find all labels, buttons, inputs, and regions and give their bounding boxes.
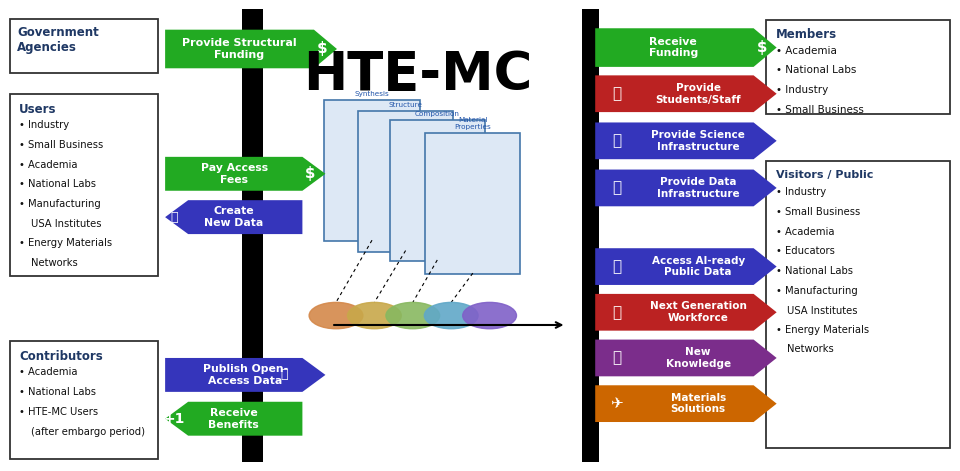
Text: Contributors: Contributors — [19, 350, 103, 363]
Text: Material
Properties: Material Properties — [454, 117, 492, 130]
Text: Synthesis: Synthesis — [354, 91, 390, 97]
Text: 🧑: 🧑 — [612, 305, 621, 320]
Circle shape — [348, 302, 401, 329]
Text: • National Labs: • National Labs — [776, 266, 852, 276]
Circle shape — [424, 302, 478, 329]
Text: 🧠: 🧠 — [612, 350, 621, 365]
Polygon shape — [595, 170, 777, 206]
Text: • National Labs: • National Labs — [19, 179, 96, 189]
Text: ✈: ✈ — [610, 396, 623, 411]
Polygon shape — [165, 157, 325, 191]
Text: (after embargo period): (after embargo period) — [31, 427, 145, 437]
Text: • Educators: • Educators — [776, 246, 834, 256]
Text: • Industry: • Industry — [776, 85, 828, 95]
Text: • Small Business: • Small Business — [776, 105, 864, 115]
Text: Networks: Networks — [787, 344, 834, 354]
Text: 📊: 📊 — [280, 368, 288, 382]
Text: Provide Structural
Funding: Provide Structural Funding — [181, 38, 297, 60]
Text: Provide
Students/Staff: Provide Students/Staff — [656, 83, 741, 105]
Text: $: $ — [756, 40, 767, 55]
Text: • Industry: • Industry — [19, 120, 69, 130]
Circle shape — [463, 302, 516, 329]
FancyBboxPatch shape — [425, 133, 520, 274]
Text: HTE-MC: HTE-MC — [303, 49, 532, 101]
Polygon shape — [165, 358, 325, 392]
Text: Provide Science
Infrastructure: Provide Science Infrastructure — [651, 130, 745, 152]
Text: • Manufacturing: • Manufacturing — [19, 199, 101, 209]
Text: +1: +1 — [163, 412, 184, 426]
FancyBboxPatch shape — [390, 120, 485, 261]
Text: • Academia: • Academia — [776, 227, 834, 236]
FancyBboxPatch shape — [10, 19, 158, 73]
Text: Create
New Data: Create New Data — [204, 206, 263, 228]
Text: Members: Members — [776, 28, 837, 41]
Text: 📊: 📊 — [612, 259, 621, 274]
Text: $: $ — [317, 41, 327, 57]
Text: Publish Open-
Access Data: Publish Open- Access Data — [203, 364, 288, 386]
Text: USA Institutes: USA Institutes — [31, 219, 101, 229]
Text: • HTE-MC Users: • HTE-MC Users — [19, 407, 98, 417]
Text: Government
Agencies: Government Agencies — [17, 26, 99, 54]
FancyBboxPatch shape — [10, 94, 158, 276]
Polygon shape — [595, 122, 777, 159]
Text: Materials
Solutions: Materials Solutions — [670, 393, 726, 414]
Text: Access AI-ready
Public Data: Access AI-ready Public Data — [652, 256, 745, 277]
FancyBboxPatch shape — [582, 9, 599, 462]
Text: New
Knowledge: New Knowledge — [665, 347, 731, 369]
Text: Receive
Benefits: Receive Benefits — [208, 408, 259, 430]
Text: • Small Business: • Small Business — [19, 140, 104, 150]
Text: Networks: Networks — [31, 258, 78, 268]
Circle shape — [386, 302, 440, 329]
FancyBboxPatch shape — [324, 100, 420, 241]
Polygon shape — [595, 28, 777, 67]
Polygon shape — [595, 340, 777, 376]
Text: $: $ — [305, 166, 316, 181]
Text: • Energy Materials: • Energy Materials — [19, 238, 112, 248]
Text: • Academia: • Academia — [776, 46, 836, 56]
Text: • National Labs: • National Labs — [19, 387, 96, 397]
Text: Provide Data
Infrastructure: Provide Data Infrastructure — [657, 177, 739, 199]
FancyBboxPatch shape — [766, 161, 950, 448]
Text: Users: Users — [19, 103, 57, 116]
Text: 📊: 📊 — [170, 211, 178, 224]
Polygon shape — [165, 200, 302, 234]
Text: Structure: Structure — [389, 102, 422, 108]
Text: • Small Business: • Small Business — [776, 207, 860, 217]
Polygon shape — [595, 385, 777, 422]
Text: • Academia: • Academia — [19, 367, 78, 377]
Text: Visitors / Public: Visitors / Public — [776, 170, 873, 179]
FancyBboxPatch shape — [242, 9, 263, 462]
Polygon shape — [595, 75, 777, 112]
Polygon shape — [165, 402, 302, 436]
Text: Composition: Composition — [415, 111, 460, 117]
Text: Receive
Funding: Receive Funding — [649, 37, 698, 58]
Text: 🔬: 🔬 — [612, 133, 621, 148]
Text: Next Generation
Workforce: Next Generation Workforce — [650, 301, 747, 323]
FancyBboxPatch shape — [358, 111, 453, 252]
Text: 🖥: 🖥 — [612, 180, 621, 195]
Text: • National Labs: • National Labs — [776, 65, 856, 75]
Text: • Academia: • Academia — [19, 160, 78, 170]
FancyBboxPatch shape — [10, 341, 158, 459]
Text: 👥: 👥 — [612, 86, 621, 101]
Text: Pay Access
Fees: Pay Access Fees — [201, 163, 268, 185]
Circle shape — [309, 302, 363, 329]
Polygon shape — [165, 30, 337, 68]
FancyBboxPatch shape — [766, 20, 950, 114]
Polygon shape — [595, 248, 777, 285]
Text: • Manufacturing: • Manufacturing — [776, 286, 857, 296]
Text: • Industry: • Industry — [776, 187, 826, 197]
Text: USA Institutes: USA Institutes — [787, 306, 857, 316]
Polygon shape — [595, 294, 777, 331]
Text: • Energy Materials: • Energy Materials — [776, 325, 869, 334]
